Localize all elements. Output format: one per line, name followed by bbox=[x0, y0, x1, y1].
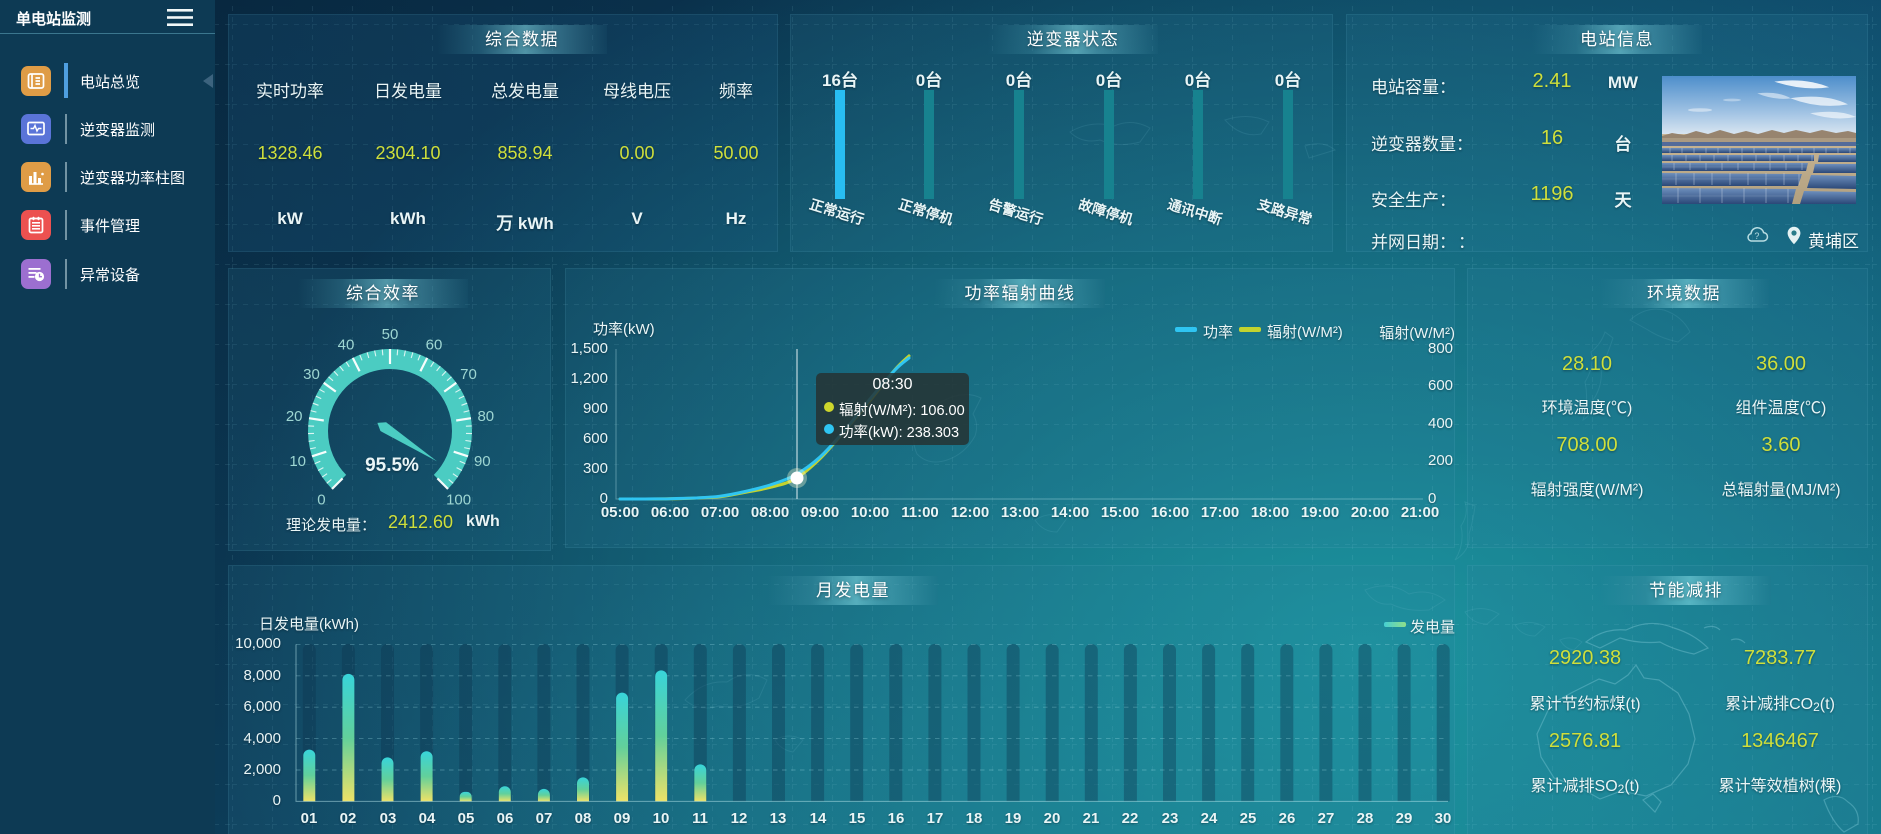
svg-text:40: 40 bbox=[338, 337, 355, 354]
svg-text:80: 80 bbox=[477, 408, 494, 425]
svg-text:90: 90 bbox=[474, 453, 491, 470]
svg-text:0: 0 bbox=[317, 492, 325, 509]
svg-text:60: 60 bbox=[426, 337, 443, 354]
svg-text:20: 20 bbox=[286, 408, 303, 425]
svg-text:30: 30 bbox=[303, 366, 320, 383]
svg-text:100: 100 bbox=[446, 492, 471, 509]
svg-text:50: 50 bbox=[382, 326, 399, 343]
svg-text:10: 10 bbox=[289, 453, 306, 470]
svg-text:?: ? bbox=[1754, 231, 1759, 241]
svg-text:70: 70 bbox=[460, 366, 477, 383]
